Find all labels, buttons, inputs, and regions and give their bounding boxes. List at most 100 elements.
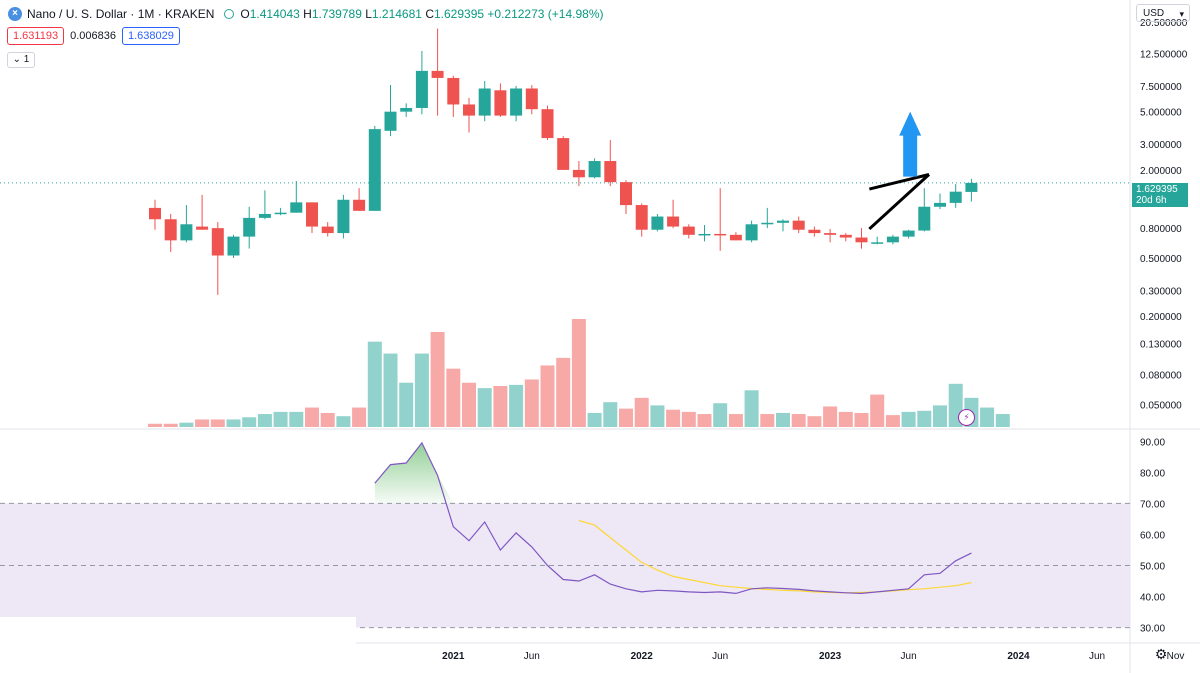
currency-button[interactable]: USD ▾ xyxy=(1136,4,1190,22)
candle[interactable] xyxy=(588,158,601,179)
bar-countdown: 20d 6h xyxy=(1136,195,1167,206)
candle[interactable] xyxy=(306,202,318,234)
candle[interactable] xyxy=(494,83,507,117)
candle[interactable] xyxy=(886,234,899,245)
candle[interactable] xyxy=(682,224,695,239)
volume-bar xyxy=(807,416,822,427)
volume-bar xyxy=(273,411,288,427)
candle[interactable] xyxy=(934,193,946,210)
candle[interactable] xyxy=(918,188,931,232)
candle-body xyxy=(588,161,601,178)
candle-layer[interactable] xyxy=(149,28,978,295)
volume-bar xyxy=(163,423,178,427)
time-tick-label: 2024 xyxy=(1007,651,1030,662)
candle[interactable] xyxy=(855,228,868,249)
candle[interactable] xyxy=(965,178,978,202)
candle[interactable] xyxy=(761,207,774,229)
candle[interactable] xyxy=(620,180,632,214)
sell-price-button[interactable]: 1.631193 xyxy=(7,27,65,45)
candle[interactable] xyxy=(368,125,381,211)
candle-body xyxy=(463,104,475,116)
triangle-lower-line[interactable] xyxy=(868,173,931,231)
drawing-layer[interactable] xyxy=(868,111,931,231)
candle-body xyxy=(886,236,899,243)
candle[interactable] xyxy=(431,28,444,116)
candle[interactable] xyxy=(415,50,428,115)
candle[interactable] xyxy=(510,85,523,122)
candle[interactable] xyxy=(337,194,350,239)
arrow-up-icon[interactable] xyxy=(899,111,922,177)
candle[interactable] xyxy=(745,220,758,243)
candle[interactable] xyxy=(353,188,366,211)
candle[interactable] xyxy=(777,219,789,232)
candle-body xyxy=(180,224,193,241)
candle-body xyxy=(808,229,821,234)
price-tick-label: 12.500000 xyxy=(1140,49,1188,60)
candle[interactable] xyxy=(211,222,224,295)
lightning-icon[interactable]: ⚡ xyxy=(958,409,975,426)
candle-body xyxy=(196,226,209,230)
candle-body xyxy=(557,138,570,170)
candle[interactable] xyxy=(902,229,915,239)
candle[interactable] xyxy=(447,75,460,117)
candle-body xyxy=(478,88,491,116)
candle[interactable] xyxy=(541,105,554,141)
candle[interactable] xyxy=(604,140,617,187)
candle[interactable] xyxy=(824,228,837,243)
candle-body xyxy=(667,216,680,227)
candle[interactable] xyxy=(400,103,413,117)
candle[interactable] xyxy=(478,81,491,122)
candle[interactable] xyxy=(258,190,271,220)
price-tick-label: 7.500000 xyxy=(1140,82,1182,93)
candle[interactable] xyxy=(180,205,193,243)
candle-body xyxy=(729,234,742,241)
spread-value: 0.006836 xyxy=(70,30,116,42)
volume-bar xyxy=(430,331,445,427)
candle[interactable] xyxy=(572,161,585,187)
candle[interactable] xyxy=(871,236,884,245)
price-tick-label: 0.500000 xyxy=(1140,254,1182,265)
indicators-toggle-button[interactable]: ⌄ 1 xyxy=(7,52,35,68)
candle-body xyxy=(541,109,554,139)
candle[interactable] xyxy=(839,233,852,242)
candle[interactable] xyxy=(729,232,742,241)
candle[interactable] xyxy=(321,222,334,237)
buy-price-button[interactable]: 1.638029 xyxy=(121,27,180,45)
candle-body xyxy=(258,213,271,218)
rsi-tick-label: 60.00 xyxy=(1140,530,1165,541)
candle[interactable] xyxy=(698,225,711,242)
candle[interactable] xyxy=(243,206,256,249)
candle[interactable] xyxy=(651,213,664,232)
volume-bar xyxy=(462,382,476,427)
candle[interactable] xyxy=(274,207,287,216)
candle[interactable] xyxy=(949,184,962,208)
candle[interactable] xyxy=(792,216,805,234)
candle[interactable] xyxy=(463,97,475,133)
volume-bar xyxy=(838,411,853,427)
candle[interactable] xyxy=(525,85,538,115)
candle[interactable] xyxy=(149,199,161,230)
rsi-tick-label: 30.00 xyxy=(1140,624,1165,635)
gear-icon[interactable]: ⚙ xyxy=(1154,646,1168,662)
candle[interactable] xyxy=(667,199,680,229)
candle[interactable] xyxy=(290,180,303,213)
candle[interactable] xyxy=(714,188,727,251)
candle-body xyxy=(745,224,758,241)
volume-bar xyxy=(540,365,555,427)
volume-bar xyxy=(681,411,696,427)
candle[interactable] xyxy=(808,226,821,237)
candle[interactable] xyxy=(384,85,397,137)
symbol-title[interactable]: Nano / U. S. Dollar · 1M · KRAKEN xyxy=(27,7,215,21)
candle[interactable] xyxy=(227,234,240,259)
candle[interactable] xyxy=(164,213,177,252)
candle[interactable] xyxy=(196,194,209,230)
close-circle-icon[interactable]: × xyxy=(8,7,22,21)
candle-body xyxy=(792,220,805,230)
candle[interactable] xyxy=(557,136,570,170)
candle[interactable] xyxy=(635,203,648,237)
volume-bar xyxy=(556,357,571,427)
candle-body xyxy=(934,202,946,207)
triangle-upper-line[interactable] xyxy=(868,173,930,191)
